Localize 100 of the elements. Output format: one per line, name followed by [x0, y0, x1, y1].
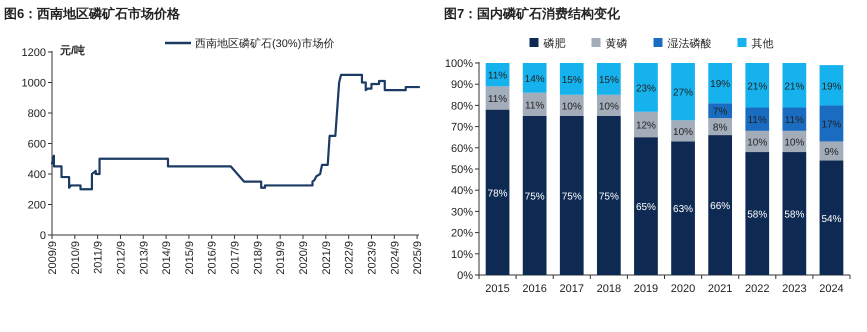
x-tick-label: 2011/9: [92, 241, 105, 274]
x-tick-label: 2014/9: [161, 241, 174, 275]
data-label: 10%: [673, 126, 694, 138]
data-label: 15%: [598, 74, 619, 86]
x-tick-label: 2016/9: [206, 241, 219, 275]
chart-title: 图7：国内磷矿石消费结构变化: [444, 6, 622, 21]
y-axis-title: 元/吨: [59, 44, 86, 57]
y-tick-label: 90%: [450, 79, 474, 92]
bar: [634, 63, 658, 112]
data-label: 75%: [598, 192, 619, 202]
x-tick-label: 2024/9: [389, 241, 402, 275]
bar: [708, 63, 732, 104]
bar: [486, 110, 510, 275]
data-label: 58%: [784, 210, 804, 221]
x-tick-label: 2021/9: [320, 241, 333, 275]
data-label: 8%: [712, 122, 728, 134]
bar: [560, 63, 584, 95]
data-label: 75%: [562, 192, 582, 202]
legend-label: 湿法磷酸: [668, 37, 712, 50]
y-tick-label: 60%: [450, 142, 474, 155]
data-label: 65%: [636, 202, 656, 214]
bar: [820, 160, 844, 275]
y-tick-label: 600: [28, 138, 46, 150]
y-tick-label: 30%: [450, 206, 474, 218]
bar: [708, 135, 732, 275]
x-tick-label: 2019/9: [275, 241, 288, 275]
y-tick-label: 70%: [450, 122, 474, 134]
x-tick-label: 2020/9: [298, 241, 310, 275]
bar: [634, 137, 658, 275]
x-tick-label: 2024: [819, 283, 844, 295]
x-tick-label: 2012/9: [115, 241, 128, 275]
data-label: 11%: [525, 100, 544, 112]
x-tick-label: 2018/9: [252, 241, 264, 275]
data-label: 21%: [784, 81, 804, 92]
y-tick-label: 10%: [450, 248, 474, 261]
bar: [560, 116, 584, 275]
data-label: 78%: [488, 188, 508, 200]
chart-title: 图6：西南地区磷矿石市场价格: [4, 6, 182, 21]
legend-label: 磷肥: [542, 37, 566, 50]
x-tick-label: 2016: [522, 283, 547, 295]
bar: [596, 116, 621, 275]
data-label: 10%: [562, 101, 582, 112]
bar: [486, 63, 510, 86]
bar: [820, 105, 844, 142]
data-label: 7%: [712, 106, 728, 118]
legend-label: 西南地区磷矿石(30%)市场价: [195, 37, 334, 50]
bar: [820, 65, 844, 106]
bar: [522, 116, 547, 275]
data-label: 17%: [821, 119, 842, 130]
bar: [782, 63, 806, 108]
x-tick-label: 2009/9: [47, 241, 59, 275]
x-tick-label: 2020: [670, 283, 696, 295]
x-tick-label: 2019: [634, 283, 658, 295]
y-tick-label: 400: [28, 169, 46, 181]
legend-label: 其他: [752, 37, 774, 50]
data-label: 58%: [747, 210, 768, 221]
data-label: 9%: [824, 146, 839, 158]
x-tick-label: 2023: [782, 283, 807, 295]
x-tick-label: 2022: [745, 283, 770, 295]
bar: [671, 141, 695, 275]
data-label: 23%: [636, 83, 656, 94]
x-tick-label: 2017: [560, 283, 584, 295]
data-label: 10%: [784, 137, 804, 148]
x-tick-label: 2015/9: [184, 241, 196, 275]
data-label: 11%: [748, 115, 767, 126]
data-label: 19%: [821, 81, 842, 92]
bar: [671, 63, 695, 120]
x-tick-label: 2010/9: [70, 241, 82, 275]
data-label: 63%: [673, 204, 694, 216]
bar: [782, 152, 806, 275]
y-tick-label: 40%: [450, 185, 474, 198]
data-label: 12%: [636, 120, 656, 132]
y-tick-label: 20%: [450, 228, 474, 240]
x-tick-label: 2025/9: [412, 241, 424, 275]
bar: [596, 63, 621, 95]
data-label: 54%: [821, 214, 842, 225]
data-label: 10%: [598, 101, 619, 112]
x-tick-label: 2017/9: [230, 241, 242, 275]
x-tick-label: 2013/9: [138, 241, 150, 275]
x-tick-label: 2023/9: [366, 241, 378, 275]
data-label: 11%: [488, 70, 508, 82]
data-label: 19%: [710, 79, 730, 90]
data-label: 10%: [747, 137, 768, 148]
data-label: 66%: [710, 201, 730, 212]
y-tick-label: 800: [28, 108, 46, 120]
y-tick-label: 1200: [22, 47, 46, 59]
data-label: 14%: [524, 74, 545, 85]
x-tick-label: 2018: [596, 283, 622, 295]
data-label: 15%: [562, 74, 582, 86]
y-tick-label: 200: [28, 200, 46, 212]
bar: [745, 63, 770, 108]
y-tick-label: 100%: [444, 58, 474, 70]
x-tick-label: 2021: [708, 283, 732, 295]
bar: [745, 152, 770, 275]
y-tick-label: 1000: [22, 78, 46, 90]
x-tick-label: 2022/9: [344, 241, 356, 275]
y-tick-label: 80%: [450, 100, 474, 112]
y-tick-label: 0%: [457, 270, 474, 282]
y-tick-label: 50%: [450, 164, 474, 176]
data-label: 21%: [747, 81, 768, 92]
